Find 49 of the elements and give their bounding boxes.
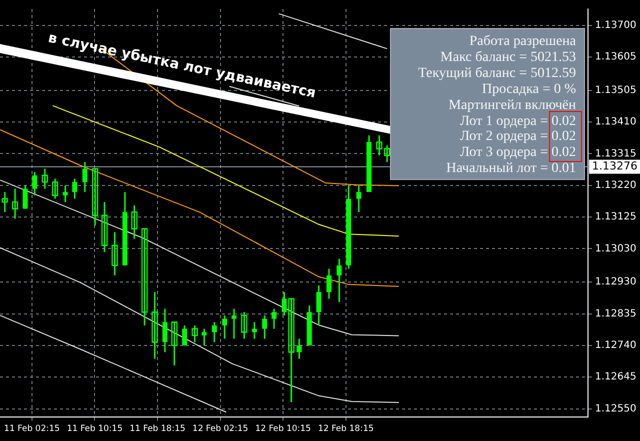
y-tick-label: 1.12835 [595,308,636,320]
y-tick-label: 1.13030 [595,243,636,254]
annotation: Макс баланс = 5021.53 [439,50,576,66]
annotation: Работа разрешена [468,34,576,50]
candlestick [316,284,322,326]
x-tick-label: 11 Feb 18:15 [130,424,186,434]
y-tick-label: 1.13700 [595,20,636,31]
annotation: Текущий баланс = 5012.59 [417,66,576,82]
y-tick-label: 1.13220 [595,180,636,191]
candlestick [32,171,38,196]
candlestick [101,201,108,253]
annotation: Мартингейл включён [448,98,576,114]
y-tick-label: 1.13315 [595,148,636,160]
y-tick-label: 1.12550 [595,403,636,414]
candlestick [92,168,98,226]
annotation: Лот 2 ордера = 0.02 [459,129,576,146]
candlestick [52,178,58,200]
x-tick-label: 12 Feb 10:15 [255,424,311,434]
candlestick [296,338,302,360]
annotation: Начальный лот = 0.01 [445,161,576,178]
annotation: Лот 3 ордера = 0.02 [459,145,576,162]
candlestick [72,178,78,200]
y-tick-label: 1.13125 [595,212,636,223]
candlestick [82,161,88,193]
candlestick [12,188,18,220]
x-tick-label: 11 Feb 10:15 [66,424,123,434]
candlestick [152,291,158,360]
y-tick-label: 1.13605 [595,52,636,63]
y-tick-label: 1.13505 [595,84,636,96]
candlestick [112,231,118,276]
y-tick-label: 1.13410 [595,116,636,128]
annotation: Просадка = 0 % [480,82,576,98]
annotation: Лот 1 ордера = 0.02 [459,114,576,130]
x-tick-label: 12 Feb 02:15 [192,424,248,434]
y-tick-label: 1.12740 [595,340,636,352]
candlestick [131,204,138,240]
candlestick [42,168,48,190]
y-tick-label: 1.12930 [595,276,636,288]
candlestick [171,321,178,366]
candlestick [356,184,362,213]
candlestick [326,268,332,300]
x-tick-label: 11 Feb 02:15 [4,424,60,434]
x-tick-label: 12 Feb 18:15 [318,424,374,434]
candlestick [141,228,148,326]
y-tick-label: 1.12645 [595,372,636,383]
candlestick [22,184,28,210]
candlestick [336,258,342,303]
ref-line-label: 1.13276 [592,160,638,173]
candlestick [62,184,68,203]
